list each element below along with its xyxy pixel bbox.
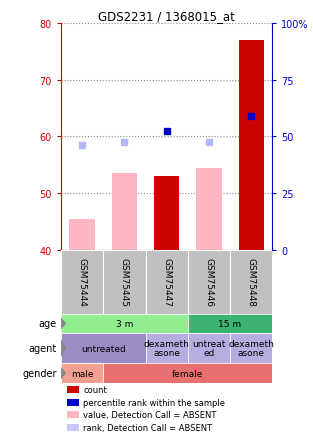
Text: age: age — [39, 319, 57, 329]
Text: dexameth
asone: dexameth asone — [228, 339, 274, 358]
Bar — [230, 250, 272, 314]
Polygon shape — [61, 367, 66, 379]
Polygon shape — [61, 318, 66, 330]
Title: GDS2231 / 1368015_at: GDS2231 / 1368015_at — [98, 10, 235, 23]
Bar — [61, 314, 188, 334]
Text: GSM75448: GSM75448 — [247, 257, 256, 306]
Text: agent: agent — [28, 343, 57, 353]
Text: dexameth
asone: dexameth asone — [144, 339, 190, 358]
Text: gender: gender — [22, 368, 57, 378]
Bar — [69, 219, 95, 250]
Text: untreated: untreated — [81, 344, 126, 353]
Text: 15 m: 15 m — [218, 319, 242, 328]
Bar — [146, 334, 188, 363]
Bar — [61, 334, 146, 363]
Bar — [188, 334, 230, 363]
Text: count: count — [83, 385, 107, 394]
Text: female: female — [172, 369, 203, 378]
Bar — [188, 250, 230, 314]
Bar — [103, 250, 146, 314]
Bar — [61, 363, 103, 383]
Text: GSM75444: GSM75444 — [78, 258, 87, 306]
Text: GSM75447: GSM75447 — [162, 257, 171, 306]
Bar — [239, 41, 264, 250]
Bar — [67, 411, 79, 418]
Bar — [67, 424, 79, 431]
Text: 3 m: 3 m — [116, 319, 133, 328]
Bar — [230, 334, 272, 363]
Bar — [188, 314, 272, 334]
Bar — [103, 363, 272, 383]
Bar — [154, 177, 179, 250]
Polygon shape — [61, 339, 66, 357]
Bar — [61, 250, 103, 314]
Text: percentile rank within the sample: percentile rank within the sample — [83, 398, 225, 407]
Bar — [112, 174, 137, 250]
Text: rank, Detection Call = ABSENT: rank, Detection Call = ABSENT — [83, 423, 212, 432]
Text: male: male — [71, 369, 93, 378]
Text: value, Detection Call = ABSENT: value, Detection Call = ABSENT — [83, 411, 217, 419]
Text: GSM75446: GSM75446 — [204, 257, 213, 306]
Bar — [146, 250, 188, 314]
Text: untreat
ed: untreat ed — [192, 339, 226, 358]
Bar — [67, 398, 79, 406]
Text: GSM75445: GSM75445 — [120, 257, 129, 306]
Bar — [196, 168, 222, 250]
Bar — [67, 386, 79, 393]
